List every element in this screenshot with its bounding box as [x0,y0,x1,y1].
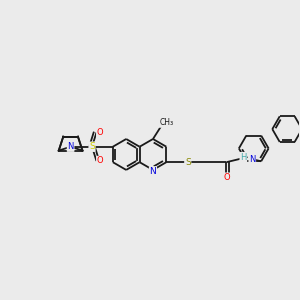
Text: S: S [89,142,95,151]
Text: H: H [240,153,247,162]
Text: N: N [249,155,255,164]
Text: CH₃: CH₃ [159,118,173,127]
Text: N: N [150,167,156,176]
Text: S: S [185,158,191,167]
Text: O: O [97,157,103,166]
Text: O: O [223,173,230,182]
Text: N: N [68,142,74,151]
Text: O: O [97,128,103,137]
